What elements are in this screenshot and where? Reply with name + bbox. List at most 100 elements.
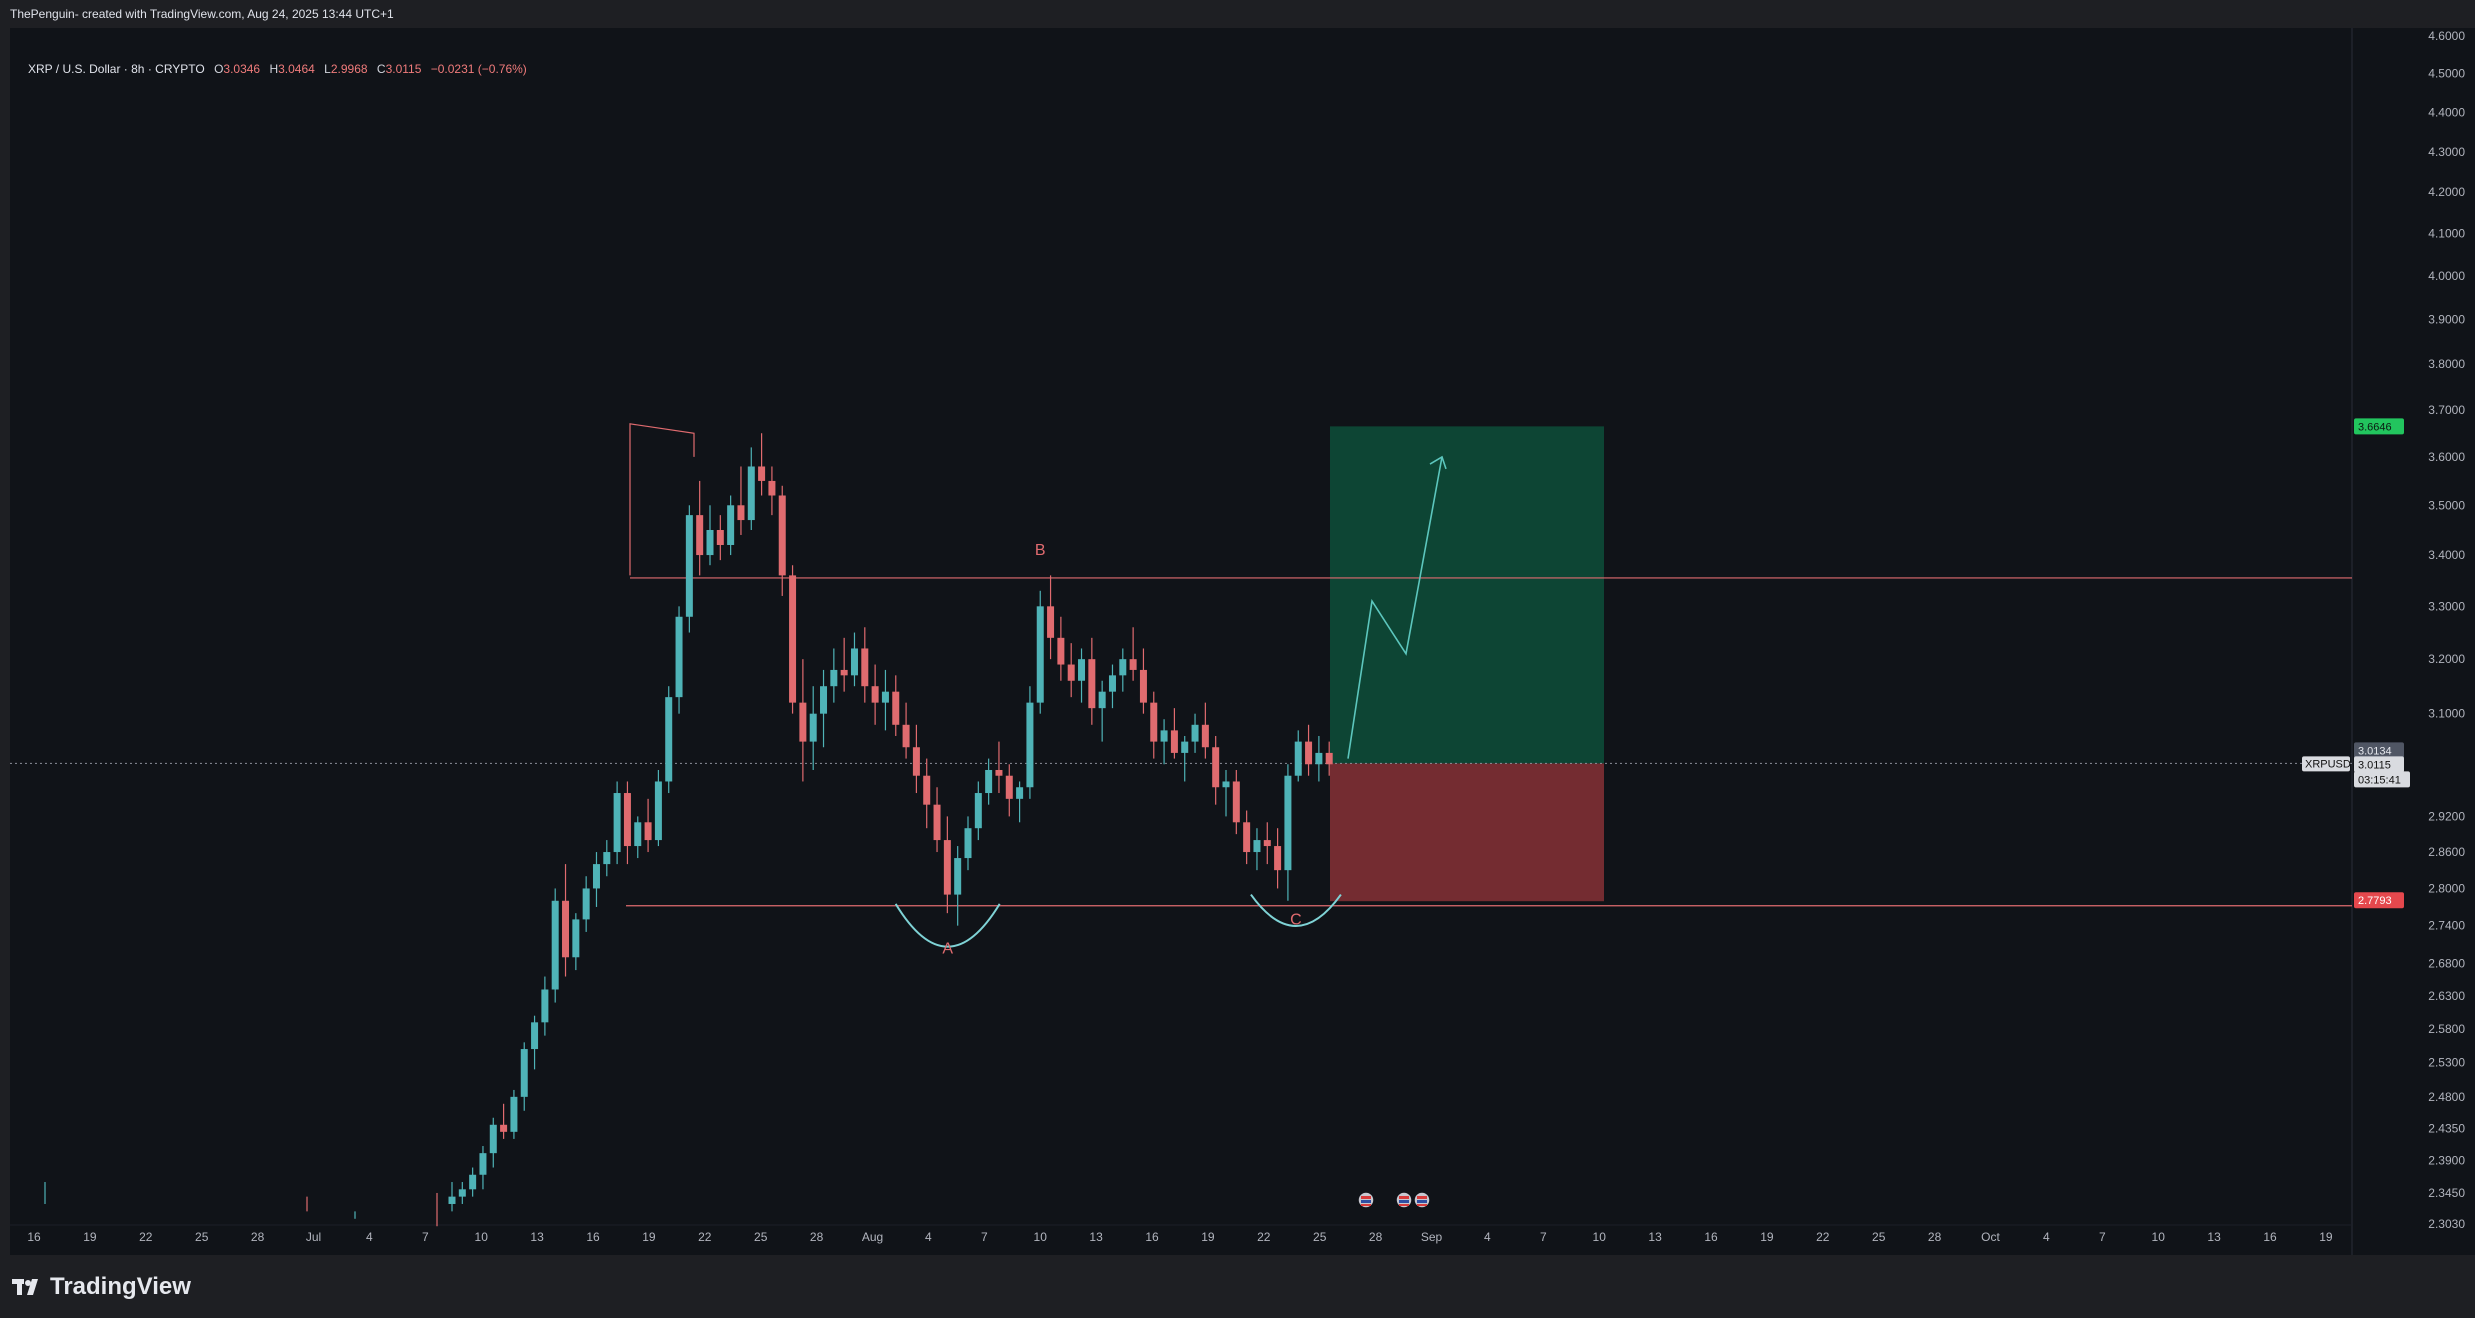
candle[interactable] (706, 505, 714, 566)
candle[interactable] (696, 480, 704, 576)
candle[interactable] (510, 1089, 518, 1139)
candle[interactable] (1150, 691, 1158, 759)
candle[interactable] (1201, 702, 1209, 759)
candle[interactable] (1078, 648, 1086, 703)
candle[interactable] (1005, 764, 1013, 817)
candle[interactable] (1108, 664, 1116, 709)
candle[interactable] (1181, 735, 1189, 782)
candle[interactable] (912, 724, 920, 794)
pattern-arc-c[interactable] (1250, 894, 1342, 927)
candle[interactable] (448, 1182, 456, 1212)
candle[interactable] (861, 627, 869, 703)
loss-zone[interactable] (1330, 763, 1604, 902)
candle[interactable] (551, 888, 559, 1003)
candle[interactable] (1274, 828, 1282, 889)
candle[interactable] (789, 565, 797, 714)
profit-zone[interactable] (1330, 426, 1604, 764)
candle[interactable] (500, 1103, 508, 1139)
candle[interactable] (985, 758, 993, 805)
candle[interactable] (954, 846, 962, 926)
y-tick-label: 2.9200 (2428, 809, 2465, 823)
candle[interactable] (1036, 590, 1044, 714)
candle[interactable] (737, 466, 745, 535)
candle[interactable] (974, 781, 982, 841)
candle[interactable] (1047, 575, 1055, 660)
candle[interactable] (1119, 648, 1127, 692)
candle[interactable] (1315, 735, 1323, 782)
candle[interactable] (809, 686, 817, 770)
candle[interactable] (892, 675, 900, 736)
range-box-drawing[interactable] (629, 423, 695, 576)
candle[interactable] (541, 976, 549, 1036)
candle[interactable] (758, 433, 766, 496)
candle[interactable] (881, 669, 889, 731)
candle[interactable] (531, 1015, 539, 1070)
candle[interactable] (582, 876, 590, 932)
candle[interactable] (716, 515, 724, 561)
candle[interactable] (592, 852, 600, 907)
candle[interactable] (1129, 627, 1137, 681)
candle[interactable] (1294, 730, 1302, 782)
candle[interactable] (665, 686, 673, 794)
candle[interactable] (675, 606, 683, 714)
price-chart[interactable]: 4.6000 4.5000 4.4000 4.3000 4.2000 4.1000 4.00… (10, 28, 2475, 1255)
economic-event-icon[interactable] (1413, 1191, 1431, 1209)
candle[interactable] (458, 1182, 466, 1204)
chart-area[interactable]: 4.6000 4.5000 4.4000 4.3000 4.2000 4.1000 4.00… (10, 28, 2475, 1255)
candle[interactable] (603, 840, 611, 877)
tradingview-logo[interactable]: TradingView (12, 1273, 191, 1301)
candle[interactable] (778, 485, 786, 596)
candle[interactable] (1284, 764, 1292, 901)
candle[interactable] (1212, 735, 1220, 805)
candle[interactable] (623, 781, 631, 865)
candle[interactable] (747, 447, 755, 530)
candle[interactable] (1170, 708, 1178, 759)
price-axis[interactable] (2352, 28, 2475, 1255)
candle[interactable] (572, 913, 580, 971)
candle[interactable] (1026, 686, 1034, 799)
candle[interactable] (1160, 719, 1168, 765)
candle[interactable] (830, 648, 838, 703)
candle[interactable] (1098, 680, 1106, 742)
candle[interactable] (613, 781, 621, 865)
economic-event-icon[interactable] (1395, 1191, 1413, 1209)
candle[interactable] (943, 816, 951, 914)
candle[interactable] (1088, 637, 1096, 725)
candle[interactable] (479, 1146, 487, 1190)
candle[interactable] (1305, 724, 1313, 776)
candle[interactable] (1016, 781, 1024, 823)
candle[interactable] (1232, 769, 1240, 835)
candle[interactable] (562, 864, 570, 977)
candle[interactable] (1139, 648, 1147, 714)
candle[interactable] (654, 769, 662, 847)
candle[interactable] (1067, 643, 1075, 698)
candle[interactable] (685, 505, 693, 633)
candle[interactable] (850, 632, 858, 687)
candle[interactable] (1263, 822, 1271, 865)
candle[interactable] (1057, 616, 1065, 681)
candle[interactable] (933, 787, 941, 853)
pattern-arc-a[interactable] (894, 903, 1001, 948)
candle[interactable] (634, 816, 642, 859)
candle[interactable] (1191, 713, 1199, 753)
candle[interactable] (489, 1117, 497, 1168)
candle[interactable] (1222, 769, 1230, 817)
candle[interactable] (840, 637, 848, 692)
candle[interactable] (923, 758, 931, 829)
projection-arrow[interactable] (1347, 455, 1447, 759)
candle[interactable] (871, 664, 879, 725)
candle[interactable] (902, 702, 910, 759)
candle[interactable] (768, 466, 776, 516)
candle[interactable] (644, 798, 652, 853)
candle[interactable] (820, 669, 828, 748)
economic-event-icon[interactable] (1357, 1191, 1375, 1209)
candle[interactable] (727, 495, 735, 556)
candle[interactable] (520, 1042, 528, 1111)
candle[interactable] (469, 1167, 477, 1197)
candle[interactable] (1325, 741, 1333, 776)
candle[interactable] (799, 659, 807, 782)
candle[interactable] (995, 741, 1003, 794)
candle[interactable] (1243, 810, 1251, 865)
candle[interactable] (964, 816, 972, 871)
candle[interactable] (1253, 828, 1261, 871)
